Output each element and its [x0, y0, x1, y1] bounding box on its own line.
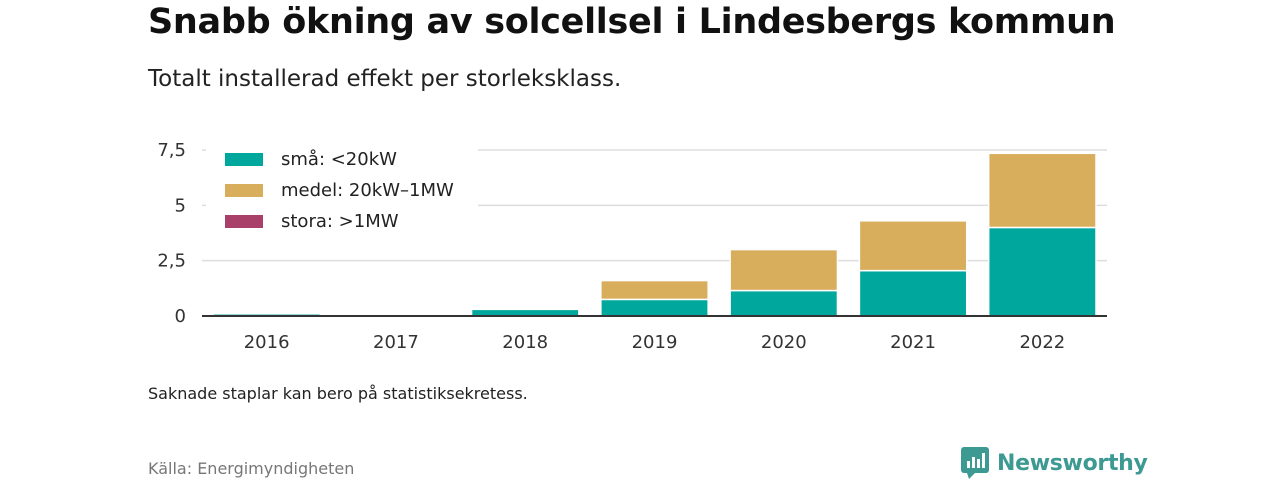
- x-tick-label: 2019: [632, 332, 678, 353]
- stacked-bar-chart: 0 2,5 5 7,5 2016 2017 2018 2019 2020 2021 2022 sm…: [157, 140, 1107, 353]
- y-tick-label: 0: [175, 306, 186, 327]
- source-label: Källa: Energimyndigheten: [148, 459, 355, 478]
- legend-swatch: [225, 215, 263, 228]
- y-tick-label: 2,5: [157, 251, 186, 272]
- legend-label: medel: 20kW–1MW: [281, 180, 454, 201]
- legend-swatch: [225, 184, 263, 197]
- y-axis-ticks: 0 2,5 5 7,5: [157, 140, 186, 327]
- bar-segment: [858, 220, 968, 272]
- y-tick-label: 7,5: [157, 140, 186, 161]
- x-tick-label: 2016: [244, 332, 290, 353]
- brand-logo[interactable]: Newsworthy: [961, 447, 1148, 479]
- bar-segment: [858, 269, 968, 317]
- x-tick-label: 2018: [502, 332, 548, 353]
- footnote: Saknade staplar kan bero på statistiksek…: [148, 384, 528, 403]
- bar-segment: [600, 298, 709, 317]
- x-axis-ticks: 2016 2017 2018 2019 2020 2021 2022: [244, 332, 1066, 353]
- newsworthy-logo-icon: [961, 447, 989, 479]
- bar-segment: [212, 311, 322, 315]
- bar-segment: [729, 289, 839, 317]
- x-tick-label: 2021: [890, 332, 936, 353]
- bar-segment: [987, 152, 1097, 229]
- legend-label: stora: >1MW: [281, 211, 399, 232]
- x-tick-label: 2020: [761, 332, 807, 353]
- x-tick-label: 2017: [373, 332, 419, 353]
- legend: små: <20kW medel: 20kW–1MW stora: >1MW: [206, 140, 478, 239]
- brand-name: Newsworthy: [997, 450, 1148, 476]
- bars: [212, 152, 1097, 317]
- legend-label: små: <20kW: [281, 149, 397, 170]
- x-tick-label: 2022: [1019, 332, 1065, 353]
- chart-subtitle: Totalt installerad effekt per storlekskl…: [148, 66, 622, 92]
- chart-title: Snabb ökning av solcellsel i Lindesbergs…: [148, 2, 1116, 42]
- bar-segment: [729, 248, 839, 292]
- legend-swatch: [225, 153, 263, 166]
- bar-segment: [600, 279, 709, 301]
- bar-segment: [987, 226, 1097, 317]
- y-tick-label: 5: [175, 195, 186, 216]
